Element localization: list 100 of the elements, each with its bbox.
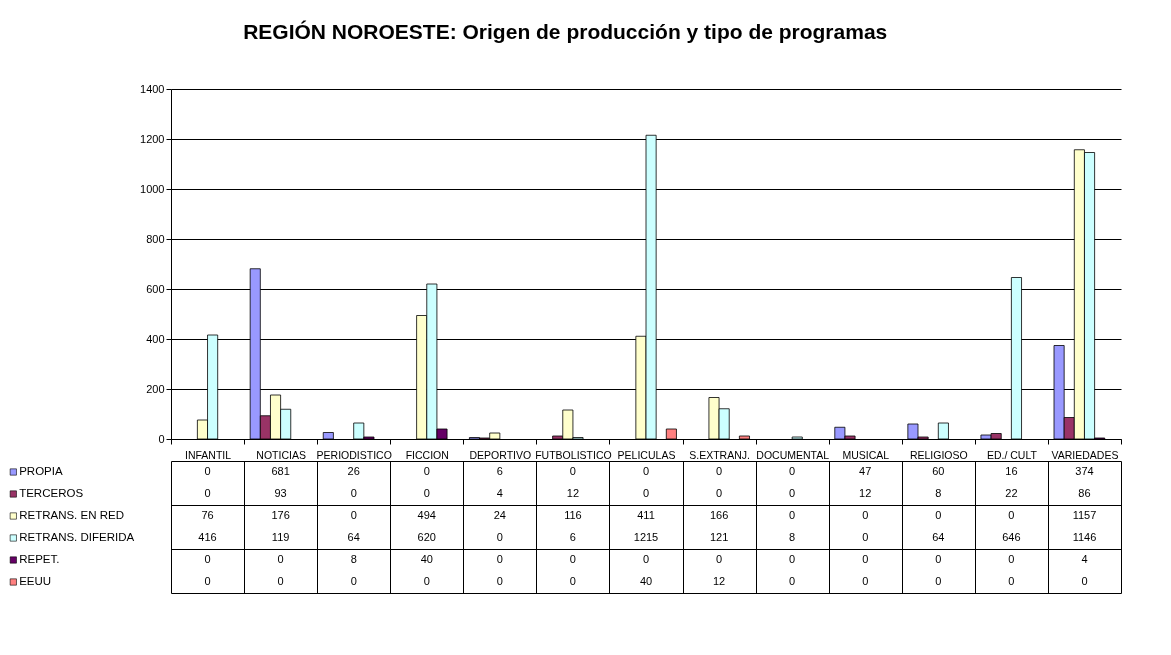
data-label: 8 <box>789 531 796 543</box>
x-tick-label: FICCION <box>405 448 449 461</box>
y-tick-label: 400 <box>146 332 165 345</box>
data-label: 0 <box>569 465 576 477</box>
data-label: 0 <box>1008 575 1015 587</box>
x-tick-label: PERIODISTICO <box>316 448 392 461</box>
data-label: 0 <box>569 553 576 565</box>
data-label: 0 <box>496 553 503 565</box>
x-tick-label: MUSICAL <box>842 448 890 461</box>
data-label: 40 <box>639 575 653 587</box>
data-label: 0 <box>862 531 869 543</box>
data-label: 0 <box>716 465 723 477</box>
legend-label: RETRANS. EN RED <box>19 509 124 521</box>
data-label: 0 <box>789 553 796 565</box>
data-label: 24 <box>493 509 506 521</box>
data-label: 0 <box>789 487 796 499</box>
data-label: 64 <box>932 531 945 543</box>
data-label: 0 <box>1081 575 1088 587</box>
data-label: 0 <box>935 509 942 521</box>
data-label: 494 <box>417 509 436 521</box>
data-label: 0 <box>423 465 430 477</box>
data-label: 0 <box>642 553 650 565</box>
data-label: 4 <box>496 487 503 499</box>
data-label: 0 <box>642 487 650 499</box>
data-label: 40 <box>420 553 433 565</box>
legend-label: TERCEROS <box>19 487 84 499</box>
data-label: 0 <box>423 487 430 499</box>
x-tick-label: DEPORTIVO <box>469 448 532 461</box>
data-label: 0 <box>935 553 942 565</box>
data-label: 0 <box>789 575 796 587</box>
data-label: 6 <box>569 531 576 543</box>
data-label: 416 <box>198 531 217 543</box>
data-label: 0 <box>935 575 942 587</box>
legend-label: RETRANS. DIFERIDA <box>19 531 135 543</box>
x-tick-label: ED./ CULT <box>986 448 1038 461</box>
data-label: 681 <box>271 465 290 477</box>
data-label: 176 <box>271 509 290 521</box>
data-label: 0 <box>350 487 357 499</box>
data-label: 0 <box>862 553 869 565</box>
data-label: 8 <box>350 553 357 565</box>
data-label: 8 <box>935 487 942 499</box>
data-label: 12 <box>566 487 580 499</box>
y-tick-label: 600 <box>146 282 165 295</box>
data-label: 0 <box>642 465 650 477</box>
y-tick-label: 1200 <box>140 132 165 145</box>
data-label: 86 <box>1078 487 1091 499</box>
data-label: 0 <box>569 575 576 587</box>
data-label: 0 <box>789 509 796 521</box>
y-tick-label: 800 <box>146 232 165 245</box>
x-tick-label: FUTBOLISTICO <box>535 448 612 461</box>
y-tick-label: 1000 <box>140 182 165 195</box>
data-label: 0 <box>496 531 503 543</box>
data-label: 0 <box>716 487 723 499</box>
data-label: 0 <box>277 553 284 565</box>
data-label: 16 <box>1005 465 1018 477</box>
x-tick-label: RELIGIOSO <box>909 448 968 461</box>
data-label: 47 <box>859 465 872 477</box>
data-label: 121 <box>709 531 729 543</box>
data-label: 0 <box>1008 553 1015 565</box>
x-tick-label: VARIEDADES <box>1051 448 1119 461</box>
data-label: 12 <box>859 487 872 499</box>
data-label: 0 <box>204 487 211 499</box>
data-label: 0 <box>277 575 284 587</box>
data-label: 6 <box>496 465 503 477</box>
data-label: 0 <box>1008 509 1015 521</box>
data-label: 22 <box>1005 487 1018 499</box>
data-label: 0 <box>496 575 503 587</box>
data-label: 116 <box>564 509 582 521</box>
data-label: 411 <box>637 509 655 521</box>
data-label: 0 <box>204 575 211 587</box>
x-tick-label: DOCUMENTAL <box>756 448 830 461</box>
data-label: 76 <box>201 509 214 521</box>
data-label: 4 <box>1081 553 1088 565</box>
y-tick-label: 200 <box>146 382 165 395</box>
data-label: 166 <box>709 509 729 521</box>
x-tick-label: S.EXTRANJ. <box>689 448 750 461</box>
data-label: 0 <box>789 465 796 477</box>
data-label: 0 <box>350 575 357 587</box>
data-label: 60 <box>932 465 945 477</box>
data-label: 1215 <box>633 531 659 543</box>
y-tick-label: 0 <box>158 432 165 445</box>
data-label: 119 <box>271 531 290 543</box>
legend-label: EEUU <box>19 575 52 587</box>
data-label: 0 <box>862 509 869 521</box>
x-tick-label: PELICULAS <box>617 448 676 461</box>
data-label: 0 <box>204 465 211 477</box>
data-label: 0 <box>862 575 869 587</box>
data-label: 64 <box>347 531 360 543</box>
chart-title: REGIÓN NOROESTE: Origen de producción y tipo de programas <box>243 20 888 43</box>
data-label: 12 <box>712 575 726 587</box>
legend-label: REPET. <box>19 553 60 565</box>
data-label: 26 <box>347 465 360 477</box>
data-label: 1146 <box>1072 531 1097 543</box>
data-label: 0 <box>204 553 211 565</box>
data-label: 620 <box>417 531 436 543</box>
y-tick-label: 1400 <box>140 82 165 95</box>
data-label: 374 <box>1075 465 1094 477</box>
legend-label: PROPIA <box>19 465 63 477</box>
data-label: 0 <box>423 575 430 587</box>
x-tick-label: NOTICIAS <box>256 448 306 461</box>
